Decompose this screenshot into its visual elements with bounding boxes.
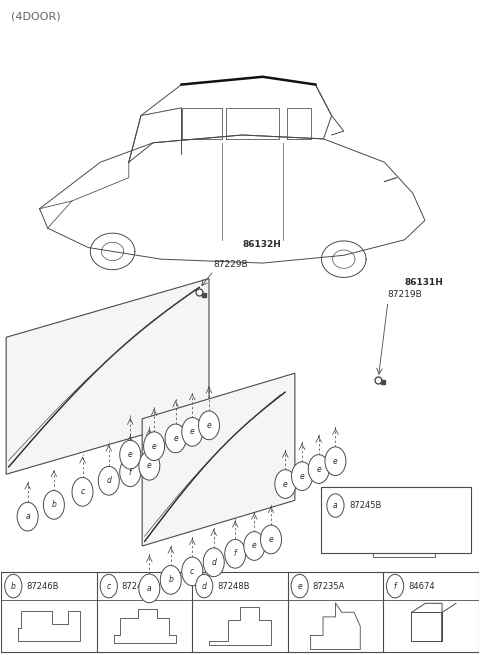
Text: c: c <box>80 487 84 496</box>
Text: 87246B: 87246B <box>26 582 59 591</box>
Text: b: b <box>51 500 56 510</box>
Text: 86132H: 86132H <box>242 240 281 250</box>
Text: c: c <box>107 582 111 591</box>
Circle shape <box>275 470 296 498</box>
Text: e: e <box>269 535 274 544</box>
Text: a: a <box>25 512 30 521</box>
Circle shape <box>144 432 165 460</box>
Text: a: a <box>333 501 338 510</box>
Text: 87219B: 87219B <box>387 290 422 299</box>
Circle shape <box>199 411 219 440</box>
Circle shape <box>100 574 117 598</box>
Text: b: b <box>11 582 16 591</box>
Circle shape <box>139 574 160 603</box>
Circle shape <box>327 494 344 517</box>
Text: b: b <box>168 575 173 584</box>
Polygon shape <box>6 278 209 474</box>
Circle shape <box>196 574 213 598</box>
Text: e: e <box>283 479 288 489</box>
Circle shape <box>244 532 265 560</box>
Text: 87245B: 87245B <box>350 501 382 510</box>
Text: e: e <box>173 434 178 443</box>
Text: e: e <box>128 450 132 459</box>
Text: 86131H: 86131H <box>405 278 444 287</box>
Circle shape <box>291 574 308 598</box>
Circle shape <box>72 477 93 506</box>
Text: f: f <box>394 582 396 591</box>
Circle shape <box>261 525 281 554</box>
Text: (4DOOR): (4DOOR) <box>11 11 60 21</box>
Circle shape <box>5 574 22 598</box>
Text: f: f <box>129 468 132 477</box>
Circle shape <box>203 548 224 576</box>
Text: e: e <box>252 542 257 550</box>
Text: c: c <box>190 567 194 576</box>
Circle shape <box>120 458 141 487</box>
FancyBboxPatch shape <box>321 487 471 553</box>
Text: e: e <box>152 441 156 451</box>
Text: a: a <box>147 584 152 593</box>
Circle shape <box>182 417 203 446</box>
Circle shape <box>386 574 404 598</box>
Text: e: e <box>297 582 302 591</box>
Text: e: e <box>316 464 321 474</box>
Text: 87229B: 87229B <box>214 260 248 269</box>
Circle shape <box>160 565 181 594</box>
Circle shape <box>225 540 246 568</box>
Text: e: e <box>206 421 211 430</box>
Circle shape <box>325 447 346 476</box>
Text: e: e <box>147 461 152 470</box>
Circle shape <box>120 440 141 469</box>
Circle shape <box>291 462 312 491</box>
Text: d: d <box>211 558 216 567</box>
Circle shape <box>139 451 160 480</box>
Circle shape <box>17 502 38 531</box>
Polygon shape <box>142 373 295 546</box>
Circle shape <box>43 491 64 519</box>
Circle shape <box>165 424 186 453</box>
Text: d: d <box>202 582 207 591</box>
Circle shape <box>308 455 329 483</box>
Text: 87247B: 87247B <box>121 582 154 591</box>
Circle shape <box>182 557 203 586</box>
Circle shape <box>98 466 119 495</box>
Text: e: e <box>300 472 304 481</box>
Text: 84674: 84674 <box>408 582 434 591</box>
Text: d: d <box>107 476 111 485</box>
Text: e: e <box>333 457 338 466</box>
Text: f: f <box>234 550 237 558</box>
Text: 87235A: 87235A <box>312 582 345 591</box>
Text: 87248B: 87248B <box>217 582 250 591</box>
Text: e: e <box>190 427 195 436</box>
